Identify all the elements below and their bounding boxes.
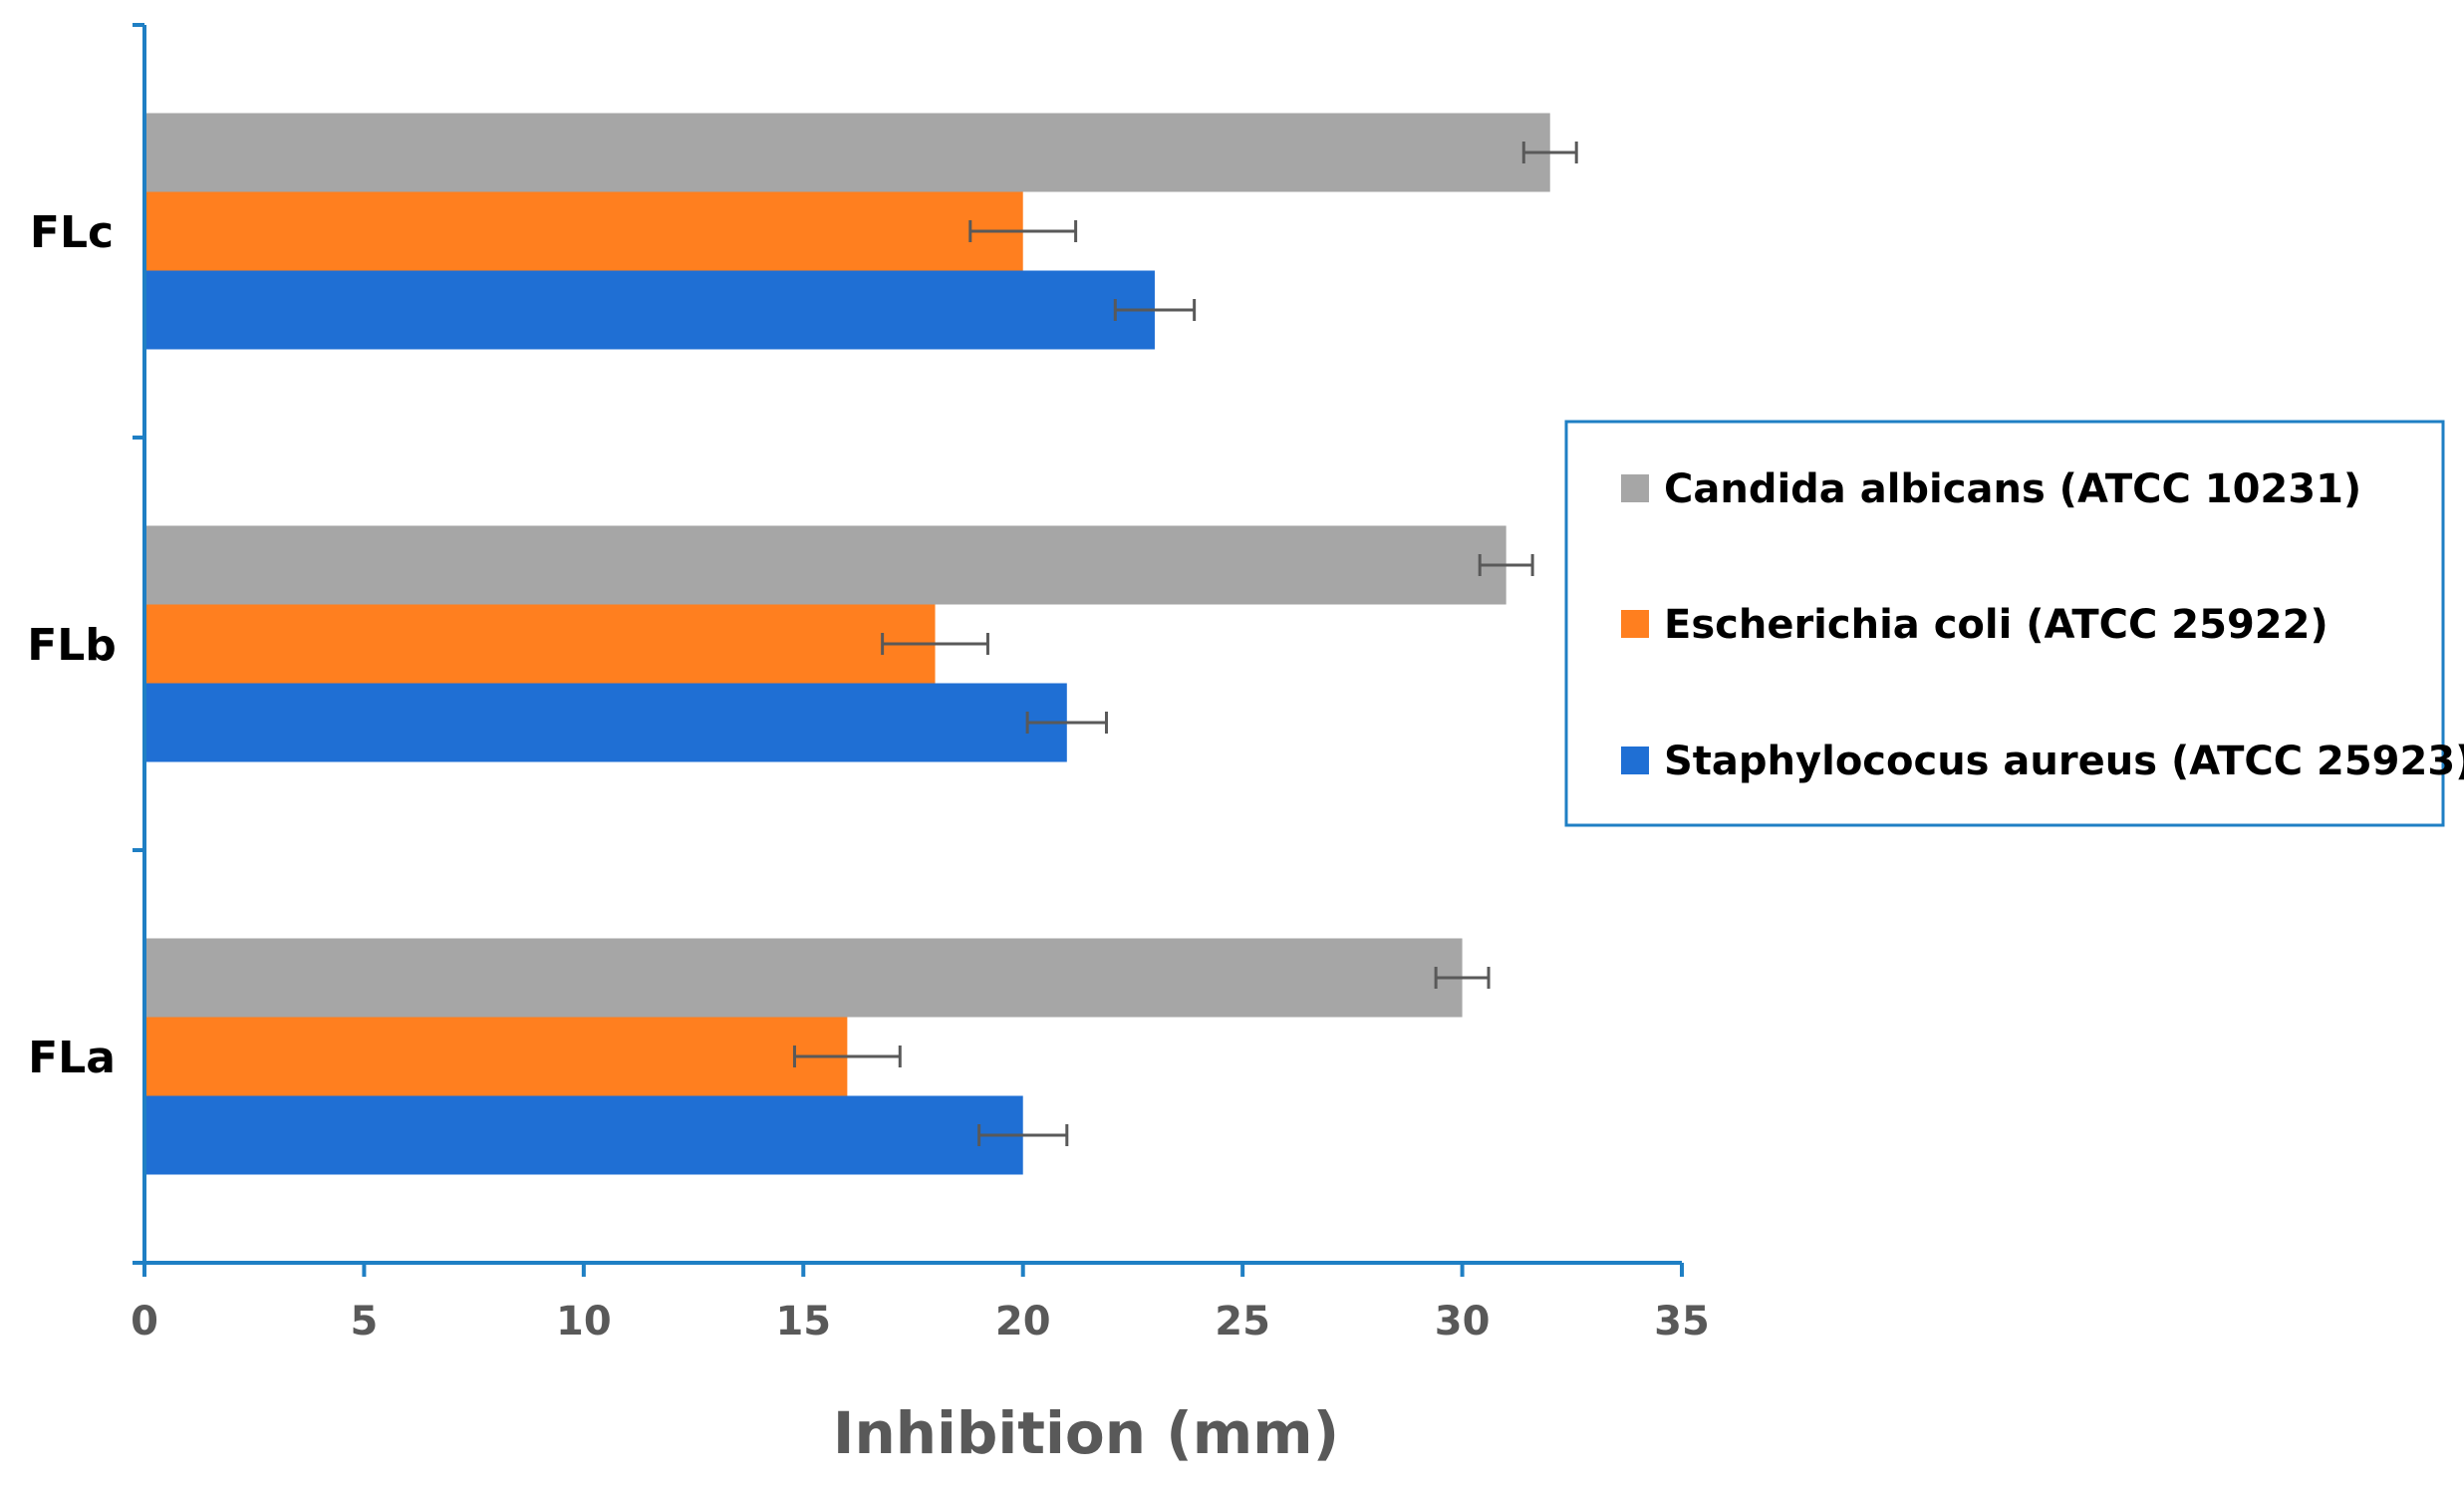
error-bar-FLc-series-1 [968, 220, 1078, 242]
error-bar-FLb-series-0 [1025, 712, 1108, 734]
category-label-FLa: FLa [28, 1033, 116, 1083]
error-bar-FLc-series-0 [1113, 299, 1197, 321]
bar-FLc-series-1 [144, 191, 1023, 271]
bar-FLa-series-0 [144, 1095, 1023, 1175]
x-tick-label: 20 [995, 1299, 1051, 1345]
bars-layer [144, 113, 1550, 1175]
bar-FLb-series-1 [144, 604, 936, 684]
error-bar-FLb-series-2 [1478, 554, 1534, 576]
bar-FLb-series-2 [144, 525, 1506, 605]
legend-swatch-1 [1621, 610, 1649, 638]
axes-layer [133, 23, 1684, 1277]
error-bar-FLa-series-1 [792, 1046, 902, 1067]
x-tick-label: 15 [775, 1299, 831, 1345]
legend-label-2: Staphylococus aureus (ATCC 25923) [1664, 739, 2464, 784]
legend-swatch-0 [1621, 474, 1649, 502]
x-tick-label: 30 [1435, 1299, 1491, 1345]
error-bar-FLc-series-2 [1521, 142, 1578, 163]
x-tick-label: 5 [351, 1299, 379, 1345]
x-tick-label: 25 [1215, 1299, 1270, 1345]
category-label-FLb: FLb [27, 620, 117, 671]
x-tick-label: 10 [556, 1299, 612, 1345]
bar-FLc-series-2 [144, 113, 1550, 192]
legend-label-0: Candida albicans (ATCC 10231) [1664, 466, 2361, 512]
bar-FLc-series-0 [144, 270, 1155, 350]
category-label-FLc: FLc [30, 207, 114, 258]
x-tick-label: 0 [131, 1299, 158, 1345]
bar-FLa-series-2 [144, 938, 1463, 1018]
legend-label-1: Escherichia coli (ATCC 25922) [1664, 602, 2328, 648]
bar-FLa-series-1 [144, 1017, 848, 1096]
error-bar-FLa-series-2 [1434, 967, 1491, 989]
legend-swatch-2 [1621, 747, 1649, 774]
x-axis-title: Inhibition (mm) [833, 1399, 1339, 1467]
labels-layer: FLa FLb FLc 0 5 10 15 20 25 30 35 [27, 207, 1710, 1345]
legend-box [1564, 420, 2445, 827]
error-bars-layer [792, 142, 1578, 1146]
x-tick-label: 35 [1654, 1299, 1710, 1345]
legend: Candida albicans (ATCC 10231) Escherichia… [1564, 420, 2464, 827]
bar-FLb-series-0 [144, 683, 1067, 762]
error-bar-FLa-series-0 [977, 1124, 1069, 1146]
error-bar-FLb-series-1 [881, 633, 989, 655]
